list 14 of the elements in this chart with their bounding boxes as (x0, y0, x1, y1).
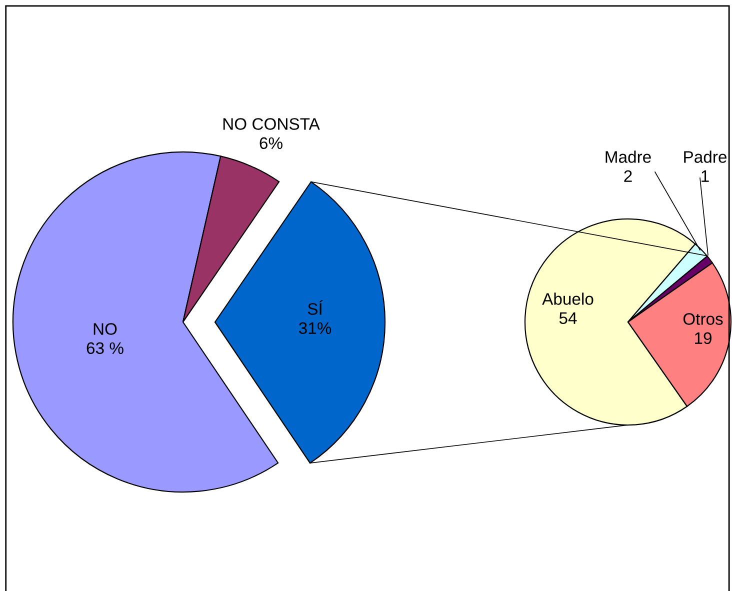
data-label: 19 (695, 332, 712, 344)
slice-label: NO CONSTA (223, 118, 320, 130)
data-label: 2 (624, 170, 632, 182)
slice-label: SÍ (308, 300, 323, 315)
slice-label: Abuelo (542, 292, 594, 305)
data-label: 63 % (86, 342, 124, 354)
data-label: 31% (298, 322, 332, 334)
data-label: 54 (559, 312, 577, 324)
slice-label: Padre (684, 150, 726, 163)
slice-label: NO (94, 323, 117, 335)
data-label: 1 (702, 170, 709, 182)
slice-label: Otros (683, 313, 723, 325)
slice-label: Madre (606, 150, 651, 163)
data-label: 6% (260, 137, 282, 150)
